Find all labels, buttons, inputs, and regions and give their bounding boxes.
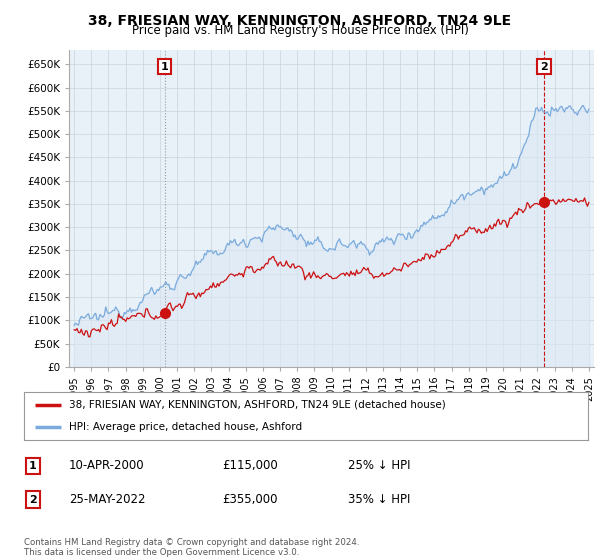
Text: HPI: Average price, detached house, Ashford: HPI: Average price, detached house, Ashf… (69, 422, 302, 432)
Text: 2: 2 (29, 494, 37, 505)
Text: 1: 1 (29, 461, 37, 471)
Text: £355,000: £355,000 (222, 493, 277, 506)
Text: 10-APR-2000: 10-APR-2000 (69, 459, 145, 473)
Text: 2: 2 (540, 62, 548, 72)
Text: 38, FRIESIAN WAY, KENNINGTON, ASHFORD, TN24 9LE (detached house): 38, FRIESIAN WAY, KENNINGTON, ASHFORD, T… (69, 400, 446, 410)
Text: 25-MAY-2022: 25-MAY-2022 (69, 493, 146, 506)
Text: Price paid vs. HM Land Registry's House Price Index (HPI): Price paid vs. HM Land Registry's House … (131, 24, 469, 37)
Text: 1: 1 (161, 62, 169, 72)
Text: 35% ↓ HPI: 35% ↓ HPI (348, 493, 410, 506)
Text: £115,000: £115,000 (222, 459, 278, 473)
Text: Contains HM Land Registry data © Crown copyright and database right 2024.
This d: Contains HM Land Registry data © Crown c… (24, 538, 359, 557)
Text: 38, FRIESIAN WAY, KENNINGTON, ASHFORD, TN24 9LE: 38, FRIESIAN WAY, KENNINGTON, ASHFORD, T… (88, 14, 512, 28)
Text: 25% ↓ HPI: 25% ↓ HPI (348, 459, 410, 473)
